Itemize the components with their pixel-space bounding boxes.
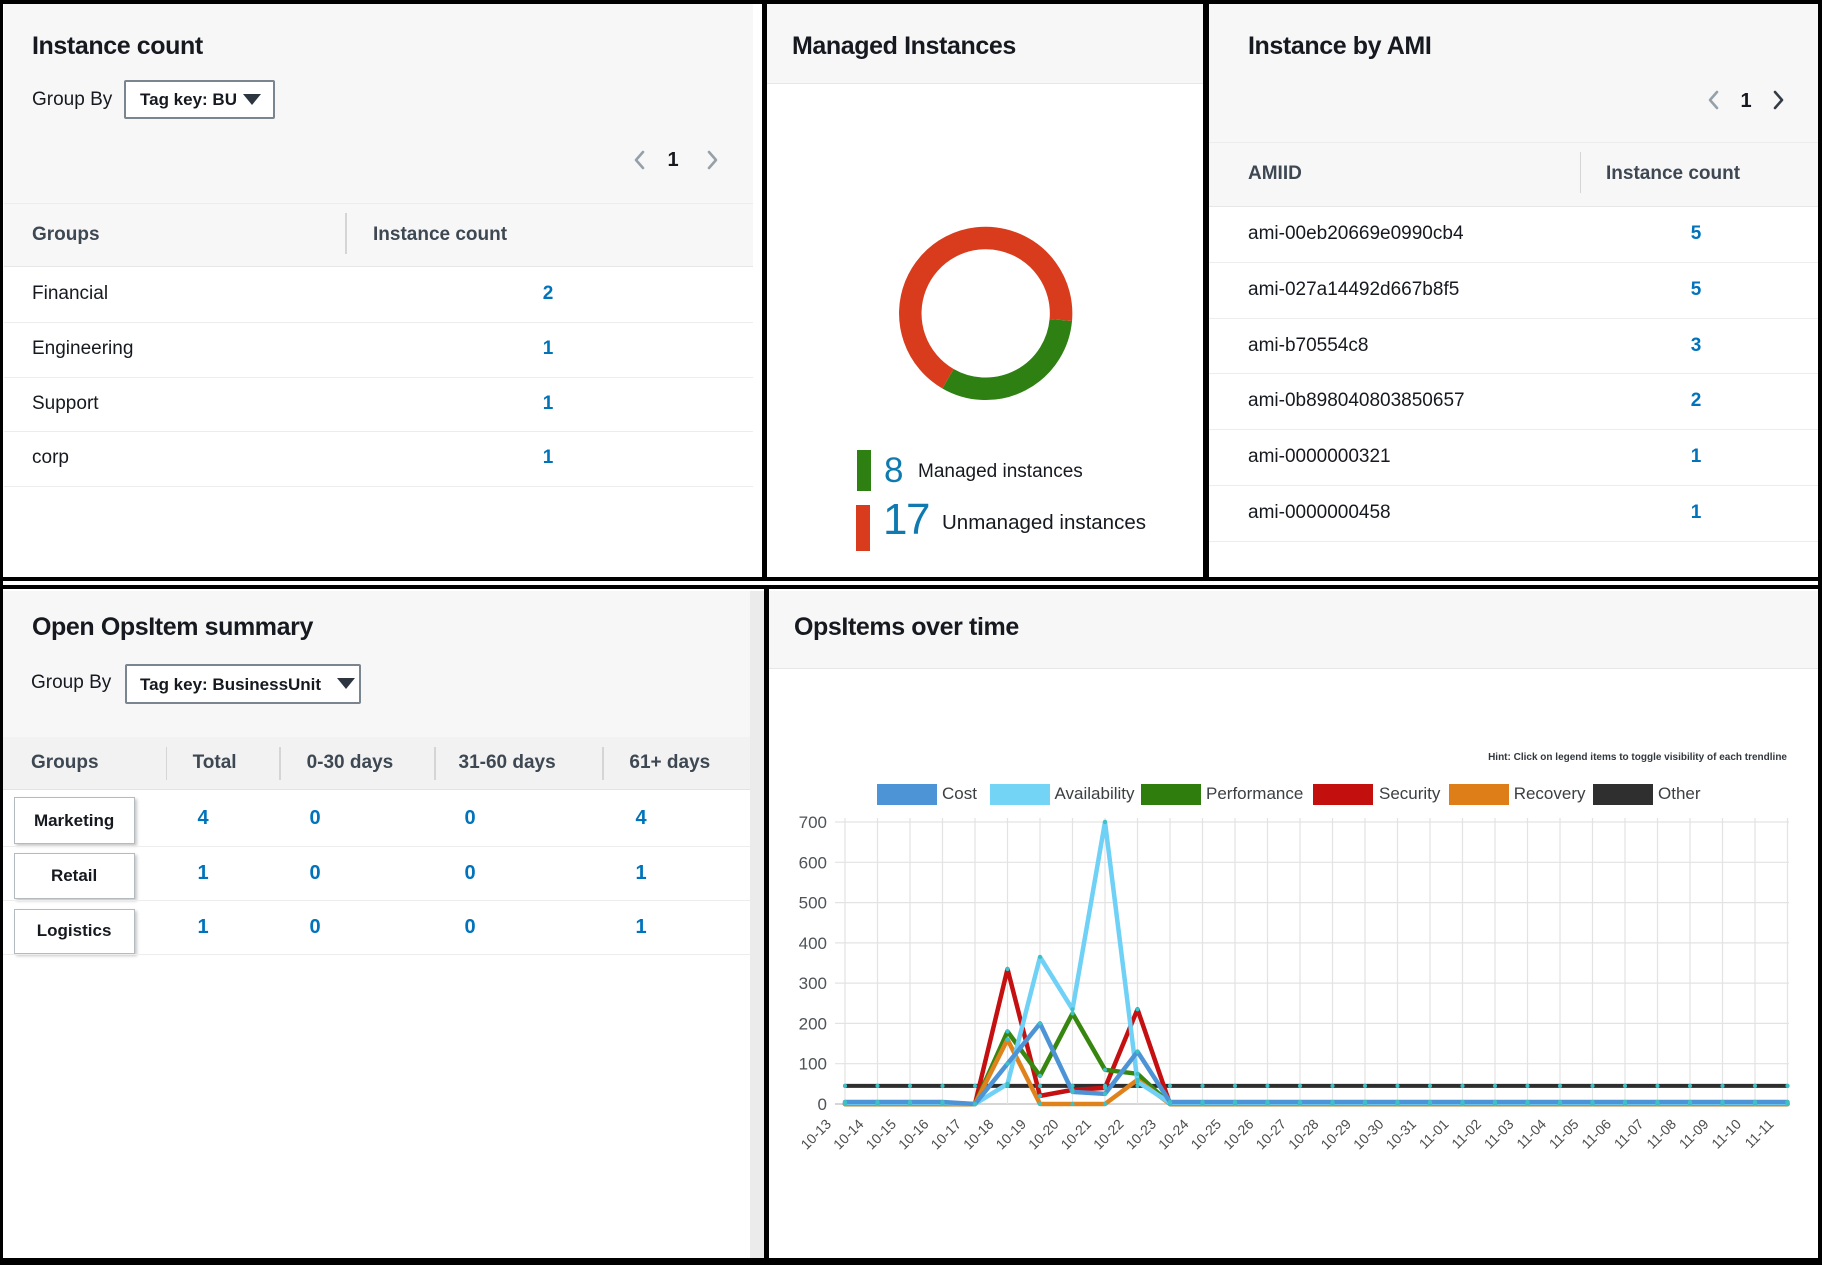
svg-text:100: 100 xyxy=(799,1055,827,1074)
svg-text:10-13: 10-13 xyxy=(797,1116,834,1153)
svg-text:10-28: 10-28 xyxy=(1285,1116,1322,1153)
svg-text:11-03: 11-03 xyxy=(1481,1116,1517,1152)
svg-text:10-22: 10-22 xyxy=(1090,1116,1127,1153)
svg-text:0: 0 xyxy=(818,1095,827,1114)
svg-text:10-27: 10-27 xyxy=(1252,1116,1289,1153)
svg-text:10-26: 10-26 xyxy=(1220,1116,1257,1153)
svg-text:11-05: 11-05 xyxy=(1546,1116,1582,1152)
svg-text:10-23: 10-23 xyxy=(1122,1116,1159,1153)
svg-text:10-29: 10-29 xyxy=(1317,1116,1354,1153)
svg-text:10-20: 10-20 xyxy=(1025,1116,1062,1153)
svg-text:10-24: 10-24 xyxy=(1155,1116,1192,1153)
svg-text:10-14: 10-14 xyxy=(830,1116,867,1153)
svg-text:10-21: 10-21 xyxy=(1057,1116,1094,1153)
svg-text:10-18: 10-18 xyxy=(960,1116,997,1153)
svg-text:10-31: 10-31 xyxy=(1382,1116,1419,1153)
svg-text:10-19: 10-19 xyxy=(992,1116,1029,1153)
svg-text:11-01: 11-01 xyxy=(1416,1116,1452,1152)
svg-text:11-07: 11-07 xyxy=(1611,1116,1647,1152)
svg-text:10-15: 10-15 xyxy=(862,1116,899,1153)
svg-text:300: 300 xyxy=(799,974,827,993)
svg-text:10-17: 10-17 xyxy=(927,1116,964,1153)
svg-text:700: 700 xyxy=(799,813,827,832)
svg-text:11-08: 11-08 xyxy=(1643,1116,1679,1152)
svg-text:400: 400 xyxy=(799,934,827,953)
svg-text:11-02: 11-02 xyxy=(1448,1116,1484,1152)
svg-text:11-06: 11-06 xyxy=(1578,1116,1614,1152)
svg-text:600: 600 xyxy=(799,853,827,872)
svg-text:10-16: 10-16 xyxy=(895,1116,932,1153)
svg-text:11-10: 11-10 xyxy=(1708,1116,1744,1152)
svg-text:11-11: 11-11 xyxy=(1741,1116,1776,1151)
svg-text:11-04: 11-04 xyxy=(1513,1116,1549,1152)
svg-text:11-09: 11-09 xyxy=(1676,1116,1712,1152)
svg-text:10-25: 10-25 xyxy=(1187,1116,1224,1153)
svg-text:500: 500 xyxy=(799,894,827,913)
svg-text:10-30: 10-30 xyxy=(1350,1116,1387,1153)
svg-text:200: 200 xyxy=(799,1014,827,1033)
